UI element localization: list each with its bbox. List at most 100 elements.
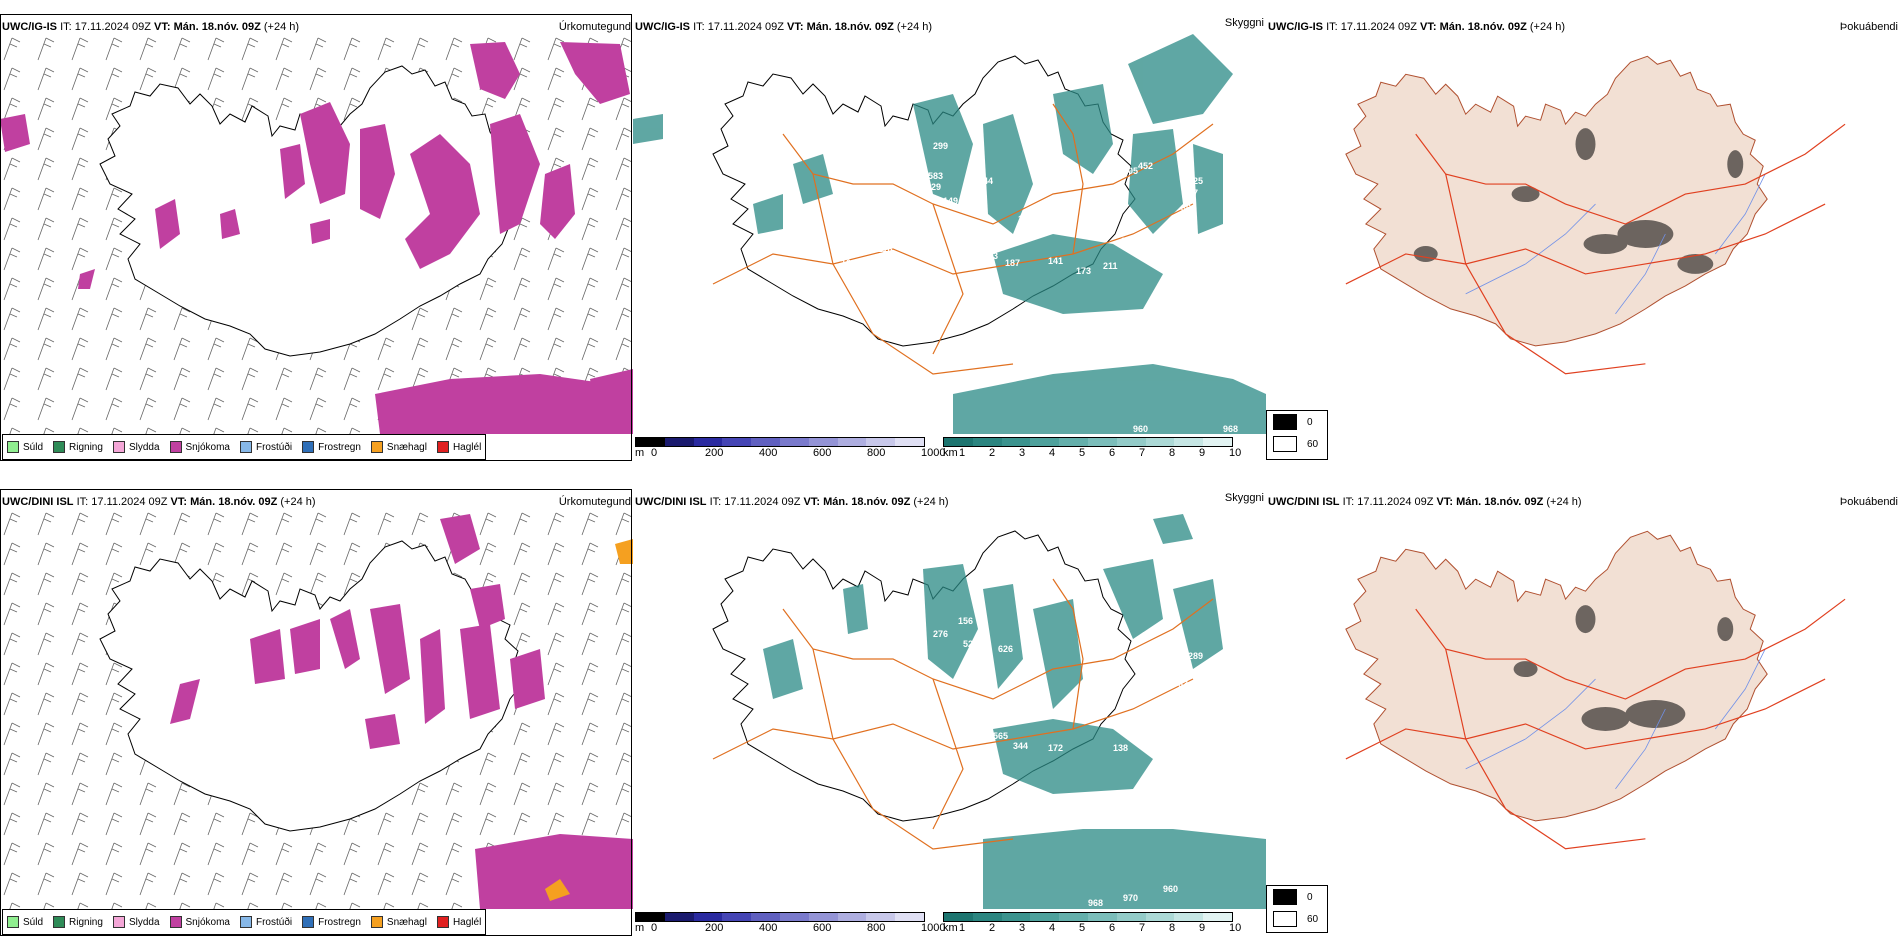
fog-legend-row2: 0 60: [1266, 885, 1328, 933]
ceiling-value-label: 299: [933, 141, 948, 151]
valid-time: Mán. 18.nóv. 09Z: [806, 21, 894, 33]
precip-type-legend: Súld Rigning Slydda Snjókoma Frostúði Fr…: [2, 909, 487, 935]
ceiling-value-label: 172: [1048, 743, 1063, 753]
colorbar-swatch: [1001, 913, 1031, 921]
colorbar-swatch: [1116, 438, 1146, 446]
legend-item: Haglél: [436, 441, 481, 453]
ceiling-value-label: 344: [1013, 741, 1028, 751]
panel-header: UWC/IG-IS IT: 17.11.2024 09Z VT: Mán. 18…: [2, 20, 631, 34]
colorbar-tick: 10: [1229, 922, 1242, 934]
ceiling-value-label: 32: [1153, 251, 1163, 261]
ceiling-value-label: 626: [998, 644, 1013, 654]
legend-swatch: [370, 441, 383, 453]
ceiling-value-label: 960: [1163, 884, 1178, 894]
legend-swatch: [370, 916, 383, 928]
legend-swatch: [239, 441, 252, 453]
ceiling-value-label: 960: [1133, 424, 1148, 434]
colorbar-tick: 6: [1109, 447, 1116, 459]
colorbar-tick: 1: [959, 447, 966, 459]
colorbar-swatches: [635, 912, 925, 922]
colorbar-tick: 400: [759, 922, 778, 934]
map-type-title: Úrkomutegund: [558, 496, 631, 508]
colorbar-tick: 0: [651, 922, 658, 934]
colorbar-swatch: [1203, 913, 1232, 921]
colorbar-swatch: [837, 438, 867, 446]
ceiling-value-label: 50: [958, 673, 968, 683]
lead-time: (+24 h): [263, 21, 300, 33]
colorbar-swatch: [1030, 438, 1060, 446]
valid-time: Mán. 18.nóv. 09Z: [1456, 496, 1544, 508]
road-network: [712, 578, 1214, 850]
legend-item: Rigning: [53, 916, 103, 928]
colorbar-swatches: [943, 912, 1233, 922]
colorbar-swatch: [722, 913, 752, 921]
valid-label: VT:: [787, 21, 804, 33]
model-name: UWC/DINI ISL: [2, 496, 74, 508]
legend-swatch: [7, 441, 19, 453]
ceiling-value-label: 368: [993, 231, 1008, 241]
colorbar-swatch: [1174, 438, 1204, 446]
ceiling-value-label: 211: [1103, 261, 1118, 271]
visibility-map: 156 276 520 626 50 36 09 27 565 344 172 138 122 103 28…: [712, 514, 1266, 909]
colorbar-swatch: [1145, 438, 1175, 446]
valid-time: Mán. 18.nóv. 09Z: [173, 21, 261, 33]
legend-item: Frostúði: [239, 441, 292, 453]
colorbar-unit: m: [635, 447, 645, 459]
colorbar-swatch: [1087, 913, 1117, 921]
colorbar-swatch: [1174, 913, 1204, 921]
colorbar-swatch: [1116, 913, 1146, 921]
ceiling-value-label: 187: [1005, 258, 1020, 268]
legend-item: Slydda: [112, 916, 160, 928]
ceiling-labels: 156 276 520 626 50 36 09 27 565 344 172 138 122 103 28…: [848, 616, 1203, 908]
ceiling-value-label: 229: [926, 182, 941, 192]
colorbar-ticks: m 0 200 400 600 800 1000: [635, 922, 945, 935]
colorbar-tick: 800: [867, 447, 886, 459]
ceiling-value-label: 276: [933, 629, 948, 639]
colorbar-swatch: [895, 438, 924, 446]
ceiling-value-label: 289: [1188, 651, 1203, 661]
lead-time: (+24 h): [1529, 21, 1566, 33]
ceiling-value-label: 452: [1138, 161, 1153, 171]
panel-header: UWC/IG-IS IT: 17.11.2024 09Z VT: Mán. 18…: [1268, 20, 1898, 34]
lead-time: (+24 h): [1546, 496, 1582, 508]
colorbar-swatch: [693, 913, 723, 921]
model-name: UWC/IG-IS: [635, 21, 690, 33]
colorbar-tick: 5: [1079, 922, 1086, 934]
colorbar-swatch: [1059, 438, 1088, 446]
colorbar-tick: 8: [1169, 922, 1176, 934]
colorbar-tick: 400: [759, 447, 778, 459]
ceiling-value-label: 138: [1113, 743, 1128, 753]
ceiling-value-label: 26: [873, 226, 883, 236]
colorbar-tick: 2: [989, 922, 996, 934]
colorbar-tick: 7: [1139, 922, 1146, 934]
panel-header: UWC/IG-IS IT: 17.11.2024 09Z VT: Mán. 18…: [635, 17, 1264, 34]
fog-legend-row1: 0 60: [1266, 410, 1328, 460]
colorbar-tick: 5: [1079, 447, 1086, 459]
colorbar-tick: 600: [813, 922, 832, 934]
ceiling-value-label: 141: [1048, 256, 1063, 266]
colorbar-tick: 0: [651, 447, 658, 459]
panel-header: UWC/DINI ISL IT: 17.11.2024 09Z VT: Mán.…: [2, 495, 631, 509]
legend-item: Snæhagl: [370, 441, 427, 453]
ceiling-colorbar: m 0 200 400 600 800 1000: [635, 437, 945, 459]
colorbar-swatches: [943, 437, 1233, 447]
valid-label: VT:: [170, 496, 188, 508]
ceiling-value-label: 27: [1003, 701, 1013, 711]
legend-swatch: [239, 916, 252, 928]
colorbar-tick: 9: [1199, 447, 1206, 459]
init-time: IT: 17.11.2024 09Z: [709, 496, 801, 508]
colorbar-tick: 4: [1049, 922, 1056, 934]
model-name: UWC/DINI ISL: [635, 496, 707, 508]
ceiling-value-label: 09: [1033, 691, 1043, 701]
map-type-title: Þokuábendi: [1839, 496, 1898, 508]
ceiling-value-label: 361: [1181, 203, 1196, 213]
colorbar-swatch: [751, 438, 780, 446]
colorbar-unit: km: [943, 447, 958, 459]
ceiling-value-label: 333: [983, 251, 998, 261]
colorbar-tick: 6: [1109, 922, 1116, 934]
colorbar-tick: 10: [1229, 447, 1242, 459]
valid-label: VT:: [803, 496, 821, 508]
fog-indicator-areas: [1513, 605, 1734, 731]
colorbar-tick: 1000: [921, 922, 946, 934]
roads: [1345, 123, 1846, 375]
